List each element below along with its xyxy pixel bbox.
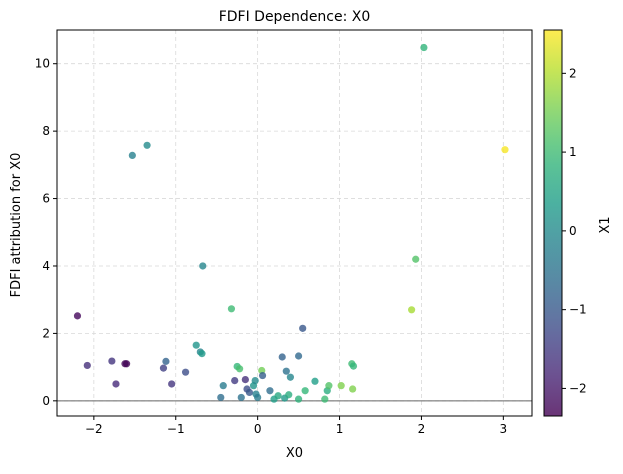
data-point: [311, 377, 319, 385]
x-tick-label: 2: [418, 422, 426, 436]
y-tick-label: 0: [42, 394, 50, 408]
colorbar-tick-label: −1: [569, 303, 587, 317]
data-point: [199, 262, 207, 270]
data-point: [299, 324, 307, 332]
y-axis-label: FDFI attribution for X0: [9, 153, 24, 298]
data-point: [168, 380, 176, 388]
data-point: [282, 367, 290, 375]
data-point: [227, 305, 236, 313]
data-point: [294, 352, 303, 360]
data-point: [408, 306, 416, 314]
y-tick-label: 6: [42, 192, 50, 206]
data-point: [237, 393, 245, 402]
data-point: [349, 362, 358, 370]
colorbar-gradient: [544, 30, 562, 416]
data-point: [181, 368, 190, 376]
data-point: [254, 393, 262, 402]
y-tick-label: 2: [42, 326, 50, 340]
data-point: [108, 357, 116, 365]
data-point: [217, 393, 225, 402]
data-point: [501, 146, 509, 154]
data-point: [420, 43, 428, 52]
data-point: [337, 382, 345, 390]
data-point: [159, 364, 168, 372]
data-point: [286, 373, 295, 381]
x-tick-label: 3: [500, 422, 508, 436]
colorbar-label: X1: [598, 216, 613, 233]
colorbar-tick-label: 1: [569, 145, 577, 159]
data-point: [258, 371, 267, 380]
x-axis-label: X0: [286, 446, 303, 461]
y-tick-label: 10: [35, 57, 50, 71]
data-point: [278, 353, 286, 361]
data-point: [143, 141, 151, 149]
data-point: [245, 388, 254, 397]
data-point: [266, 387, 274, 395]
colorbar-tick-label: 2: [569, 66, 577, 80]
data-point: [73, 312, 82, 320]
colorbar-tick-label: 0: [569, 224, 577, 238]
data-point: [219, 382, 227, 390]
data-point: [349, 385, 357, 393]
data-point: [251, 377, 259, 385]
chart-title: FDFI Dependence: X0: [219, 9, 371, 25]
x-tick-label: −1: [167, 422, 185, 436]
x-tick-label: −2: [85, 422, 103, 436]
data-point: [198, 350, 206, 358]
colorbar: −2 −1 0 1 2: [543, 29, 587, 417]
data-point: [241, 375, 249, 384]
x-tick-label: 0: [254, 422, 262, 436]
plot-area: −2 −1 0 1 2 3 0 2 4 6 8 10: [35, 29, 533, 436]
y-tick-label: 4: [42, 259, 50, 273]
data-point: [301, 387, 309, 395]
axes-frame: [56, 29, 533, 417]
data-point: [162, 357, 170, 365]
data-point: [321, 395, 329, 403]
data-point: [112, 380, 120, 388]
data-point: [412, 255, 420, 263]
data-point: [285, 391, 293, 399]
data-point: [192, 341, 200, 349]
data-point: [231, 377, 239, 385]
data-point: [325, 382, 333, 390]
data-point: [83, 361, 91, 370]
data-point: [236, 365, 244, 373]
colorbar-frame: [543, 29, 563, 417]
data-point: [128, 151, 136, 160]
y-tick-label: 8: [42, 124, 50, 138]
data-point: [274, 392, 282, 400]
x-tick-label: 1: [336, 422, 344, 436]
colorbar-tick-label: −2: [569, 381, 587, 395]
data-point: [123, 360, 131, 368]
data-point: [294, 395, 303, 403]
